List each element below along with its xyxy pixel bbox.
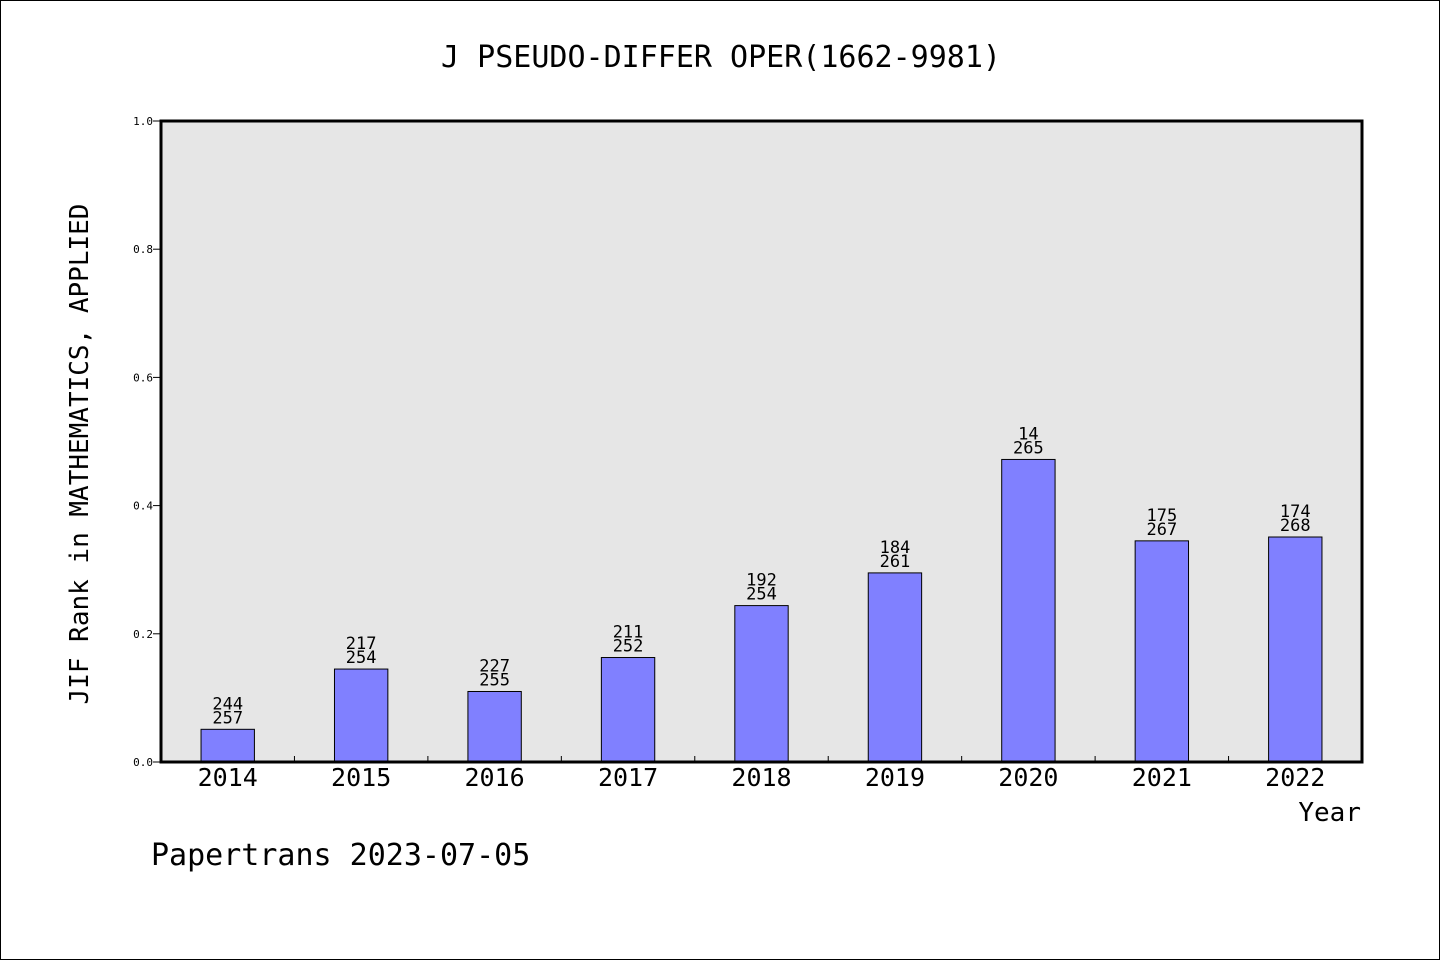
- footer-text: Papertrans 2023-07-05: [151, 838, 530, 873]
- bar-label-total-2019: 261: [880, 552, 911, 572]
- bar-label-rank-2020: 14: [1018, 424, 1038, 444]
- bar-label-rank-2014: 244: [212, 694, 243, 714]
- bar-2020: [1001, 458, 1056, 763]
- x-tick-label-2016: 2016: [465, 763, 525, 792]
- y-tick-label: 1.0: [133, 115, 153, 128]
- bar-label-rank-2019: 184: [880, 538, 911, 558]
- bar-label-rank-2021: 175: [1146, 506, 1177, 526]
- plot-border: [159, 119, 1364, 764]
- y-tick-label: 0.2: [133, 628, 153, 641]
- chart-title: J PSEUDO-DIFFER OPER(1662-9981): [441, 40, 1001, 75]
- bar-2019: [867, 572, 923, 763]
- bar-label-total-2020: 265: [1013, 438, 1044, 458]
- bar-label-rank-2017: 211: [613, 623, 644, 643]
- bar-2017: [600, 657, 656, 763]
- x-tick-label-2018: 2018: [731, 763, 791, 792]
- y-axis-ticks: 0.0 0.2 0.4 0.6 0.8 1.0: [133, 115, 161, 769]
- x-axis-ticks: 2014 2015 2016 2017 2018 2019 2020 2021 2022: [198, 756, 1325, 792]
- x-tick-label-2020: 2020: [998, 763, 1058, 792]
- bar-label-total-2021: 267: [1146, 520, 1177, 540]
- bar-label-total-2016: 255: [479, 670, 510, 690]
- bar-2016: [467, 690, 522, 763]
- bar-label-total-2014: 257: [212, 708, 243, 728]
- x-tick-label-2021: 2021: [1132, 763, 1192, 792]
- bar-2014: [200, 728, 255, 763]
- bar-label-rank-2018: 192: [746, 571, 777, 591]
- bar-2015: [333, 668, 389, 763]
- y-tick-label: 0.8: [133, 243, 153, 256]
- y-tick-label: 0.4: [133, 500, 153, 513]
- bar-label-rank-2022: 174: [1280, 502, 1311, 522]
- x-tick-label-2022: 2022: [1265, 763, 1325, 792]
- x-tick-label-2017: 2017: [598, 763, 658, 792]
- bar-2018: [734, 605, 789, 763]
- bars-group: [200, 458, 1323, 763]
- x-tick-label-2015: 2015: [331, 763, 391, 792]
- bar-label-total-2018: 254: [746, 585, 777, 605]
- y-axis-label: JIF Rank in MATHEMATICS, APPLIED: [65, 204, 95, 705]
- bar-label-rank-2015: 217: [346, 634, 377, 654]
- x-tick-label-2019: 2019: [865, 763, 925, 792]
- bar-label-total-2017: 252: [613, 637, 644, 657]
- y-tick-label: 0.0: [133, 756, 153, 769]
- bar-2021: [1134, 540, 1190, 763]
- bar-label-total-2022: 268: [1280, 516, 1311, 536]
- bar-2022: [1268, 536, 1323, 763]
- bar-label-total-2015: 254: [346, 648, 377, 668]
- x-tick-label-2014: 2014: [198, 763, 258, 792]
- y-tick-label: 0.6: [133, 371, 153, 384]
- bar-label-rank-2016: 227: [479, 656, 510, 676]
- x-axis-label: Year: [1298, 798, 1361, 828]
